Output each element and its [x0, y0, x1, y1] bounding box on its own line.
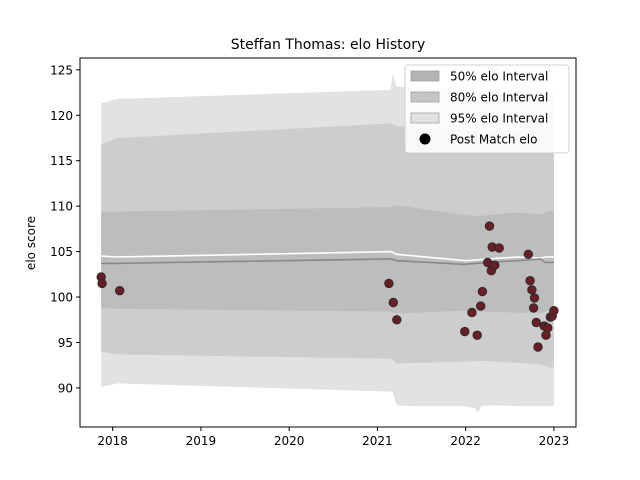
x-tick-label: 2023: [539, 434, 570, 448]
legend-label: 50% elo Interval: [450, 70, 548, 84]
x-tick-label: 2021: [362, 434, 393, 448]
legend-label: Post Match elo: [450, 133, 537, 147]
median-elo-line: [101, 258, 554, 266]
legend-label: 80% elo Interval: [450, 91, 548, 105]
data-point: [529, 293, 540, 303]
legend-swatch: [410, 91, 440, 103]
data-point: [115, 286, 125, 296]
data-point: [543, 323, 553, 333]
data-point: [523, 249, 533, 260]
data-point: [477, 286, 488, 297]
y-tick-label: 120: [50, 109, 73, 123]
data-point: [476, 301, 486, 311]
data-point: [460, 326, 470, 337]
legend: 50% elo Interval 80% elo Interval 95% elo …: [404, 64, 570, 154]
legend-marker: [419, 133, 431, 145]
x-axis: 2018 2019 2020 2021 2022 2023: [97, 427, 569, 448]
data-point: [472, 330, 482, 340]
data-point: [531, 317, 541, 328]
data-point: [392, 315, 402, 325]
x-tick-label: 2019: [186, 434, 217, 448]
y-tick-label: 90: [58, 381, 73, 395]
plot-frame: [79, 57, 577, 428]
y-tick-label: 110: [50, 200, 73, 214]
data-point: [533, 342, 543, 352]
y-tick-label: 125: [50, 63, 73, 77]
data-point: [384, 278, 394, 289]
data-point: [490, 260, 500, 270]
x-tick-label: 2022: [450, 434, 481, 448]
legend-swatch: [410, 70, 440, 82]
x-tick-label: 2018: [97, 434, 128, 448]
y-tick-label: 100: [50, 291, 73, 305]
y-axis: 90 95 100 105 110 115 120 125: [50, 63, 80, 395]
x-tick-label: 2020: [274, 434, 305, 448]
data-point: [97, 278, 107, 289]
mean-elo-line: [101, 250, 554, 262]
y-tick-label: 105: [50, 245, 73, 259]
data-point: [528, 303, 539, 313]
y-axis-label: elo score: [24, 216, 38, 270]
data-point: [494, 243, 504, 253]
y-tick-label: 95: [58, 336, 73, 350]
legend-label: 95% elo Interval: [450, 112, 548, 126]
data-point: [388, 297, 398, 308]
data-point: [467, 307, 477, 318]
chart-title: Steffan Thomas: elo History: [231, 37, 426, 53]
data-point: [527, 285, 537, 295]
plot-area: [96, 74, 559, 413]
legend-swatch: [410, 112, 440, 124]
legend-box: [404, 64, 570, 154]
data-point: [484, 221, 495, 231]
data-point: [549, 306, 559, 316]
data-point: [525, 276, 535, 286]
y-tick-label: 115: [50, 154, 73, 168]
